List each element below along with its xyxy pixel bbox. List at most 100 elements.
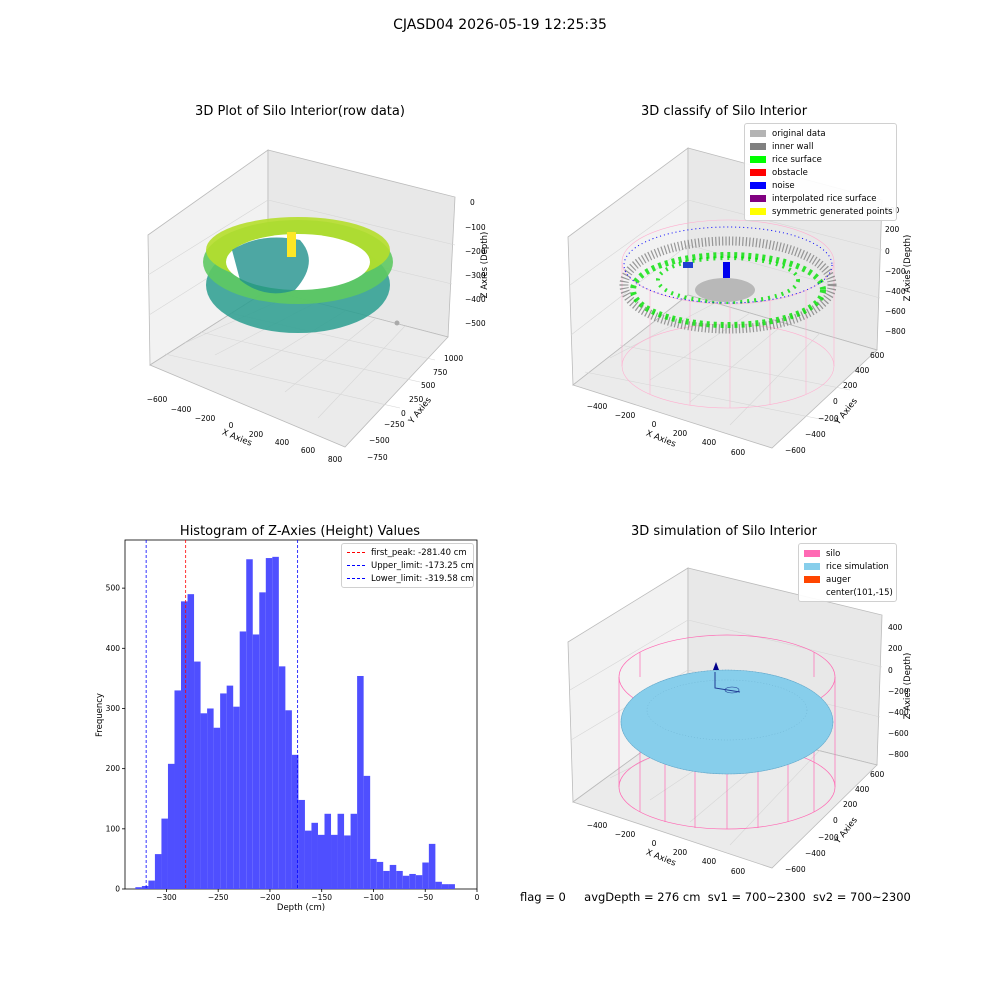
histogram-bar <box>220 693 227 889</box>
br-ytick: 200 <box>843 800 858 809</box>
br-legend-label: auger <box>826 574 851 585</box>
tr-legend: original data inner wall rice surface ob… <box>744 123 897 221</box>
tl-ytick: 1000 <box>444 354 463 363</box>
tr-floor-pane <box>572 294 878 449</box>
tr-ytick: −200 <box>818 414 839 423</box>
br-xtick: −200 <box>615 830 636 839</box>
tr-legend-swatch <box>750 208 766 215</box>
histogram-legend-label: Lower_limit: -319.58 cm <box>371 573 474 584</box>
br-legend-item: rice simulation <box>804 560 890 573</box>
tr-zlabel: Z Axies (Depth) <box>903 235 913 302</box>
histogram-bar <box>389 864 397 889</box>
status-avg-depth: avgDepth = 276 cm <box>584 890 701 904</box>
histogram-legend-item: Lower_limit: -319.58 cm <box>347 572 473 585</box>
histogram-legend-item: Upper_limit: -173.25 cm <box>347 559 474 572</box>
tl-ytick: −500 <box>369 436 390 445</box>
histogram-ytick-label: 200 <box>106 764 121 773</box>
br-ytick: −200 <box>818 833 839 842</box>
br-ztick: 0 <box>888 666 893 675</box>
tl-ytick: −250 <box>384 420 405 429</box>
tl-ytick: 250 <box>409 395 424 404</box>
histogram-ytick-label: 400 <box>106 644 121 653</box>
tr-ztick: −400 <box>885 287 906 296</box>
panel-tl-3d-plot: −600 −400 −200 0 200 400 600 800 −750 −5… <box>147 149 490 464</box>
tl-xtick: 800 <box>328 455 343 464</box>
histogram-yticks: 0 100 200 300 400 500 <box>106 584 125 894</box>
histogram-bar <box>265 558 273 889</box>
tl-xtick: −400 <box>171 405 192 414</box>
tr-xtick: 200 <box>673 429 688 438</box>
tr-legend-swatch <box>750 182 766 189</box>
tr-legend-label: rice surface <box>772 154 822 165</box>
histogram-bar <box>324 813 332 889</box>
histogram-ytick-label: 0 <box>115 885 120 894</box>
histogram-bar <box>278 666 286 889</box>
histogram-bar <box>154 854 162 889</box>
br-legend-label: rice simulation <box>826 561 889 572</box>
tl-ytick: 0 <box>401 409 406 418</box>
br-ytick: 400 <box>855 785 870 794</box>
tl-zlabel: Z Axies (Depth) <box>480 232 490 299</box>
tr-ztick: 0 <box>885 247 890 256</box>
histogram-bar <box>246 559 253 889</box>
histogram-bar <box>259 592 266 889</box>
histogram-bar <box>344 835 351 889</box>
br-legend-label: silo <box>826 548 841 559</box>
br-legend-item: silo <box>804 547 890 560</box>
histogram-bar <box>448 884 455 889</box>
tl-ytick: 500 <box>421 381 436 390</box>
tr-legend-swatch <box>750 130 766 137</box>
histogram-legend-swatch <box>347 565 365 566</box>
histogram-bar <box>200 713 208 889</box>
tl-xtick: 0 <box>229 421 234 430</box>
br-ztick: 200 <box>888 644 903 653</box>
tr-ztick: 200 <box>885 225 900 234</box>
histogram-bar <box>331 834 338 889</box>
br-zlabel: Z Axies (Depth) <box>903 653 913 720</box>
br-legend-item: auger <box>804 573 890 586</box>
br-ztick: 400 <box>888 623 903 632</box>
status-sv1: sv1 = 700~2300 <box>707 890 806 904</box>
histogram-bar <box>311 822 318 889</box>
tr-legend-label: symmetric generated points <box>772 206 893 217</box>
histogram-legend-label: Upper_limit: -173.25 cm <box>371 560 474 571</box>
br-auger <box>713 662 741 694</box>
br-legend-swatch <box>804 563 820 570</box>
panel-tr-3d-plot: −400 −200 0 200 400 600 −600 −400 −200 0… <box>567 147 913 457</box>
tl-ztick: −400 <box>465 295 486 304</box>
tl-xtick: 400 <box>275 438 290 447</box>
histogram-bar <box>304 830 312 889</box>
tl-xtick: −600 <box>147 395 168 404</box>
histogram-bar <box>161 818 168 889</box>
tl-ztick: 0 <box>470 198 475 207</box>
histogram-xtick-label: −200 <box>260 893 281 902</box>
histogram-bar <box>422 862 429 889</box>
histogram-bar <box>402 875 410 889</box>
tl-ztick: −200 <box>465 247 486 256</box>
histogram-bar <box>350 813 358 889</box>
tr-points <box>619 226 837 334</box>
status-line: flag = 0 avgDepth = 276 cm sv1 = 700~230… <box>520 890 911 904</box>
br-ztick: −400 <box>888 708 909 717</box>
histogram-ylabel: Frequency <box>95 693 105 737</box>
histogram-bar <box>428 843 436 889</box>
histogram-bar <box>396 870 403 889</box>
figure-title: CJASD04 2026-05-19 12:25:35 <box>393 17 607 33</box>
tr-legend-label: inner wall <box>772 141 814 152</box>
tr-legend-label: interpolated rice surface <box>772 193 877 204</box>
histogram-xtick-label: −300 <box>156 893 177 902</box>
histogram-bar <box>376 861 384 889</box>
tr-legend-swatch <box>750 156 766 163</box>
br-ytick: 0 <box>833 816 838 825</box>
tl-xtick: 200 <box>249 430 264 439</box>
tr-ytick: 200 <box>843 381 858 390</box>
br-xtick: 600 <box>731 867 746 876</box>
histogram-bar <box>252 634 260 889</box>
histogram-bar <box>285 710 292 889</box>
histogram-ytick-label: 100 <box>106 824 121 833</box>
tr-legend-swatch <box>750 169 766 176</box>
br-xtick: 200 <box>673 848 688 857</box>
tl-ytick: −750 <box>367 453 388 462</box>
histogram-bar <box>174 690 182 889</box>
br-legend-label: center(101,-15) <box>826 587 893 598</box>
